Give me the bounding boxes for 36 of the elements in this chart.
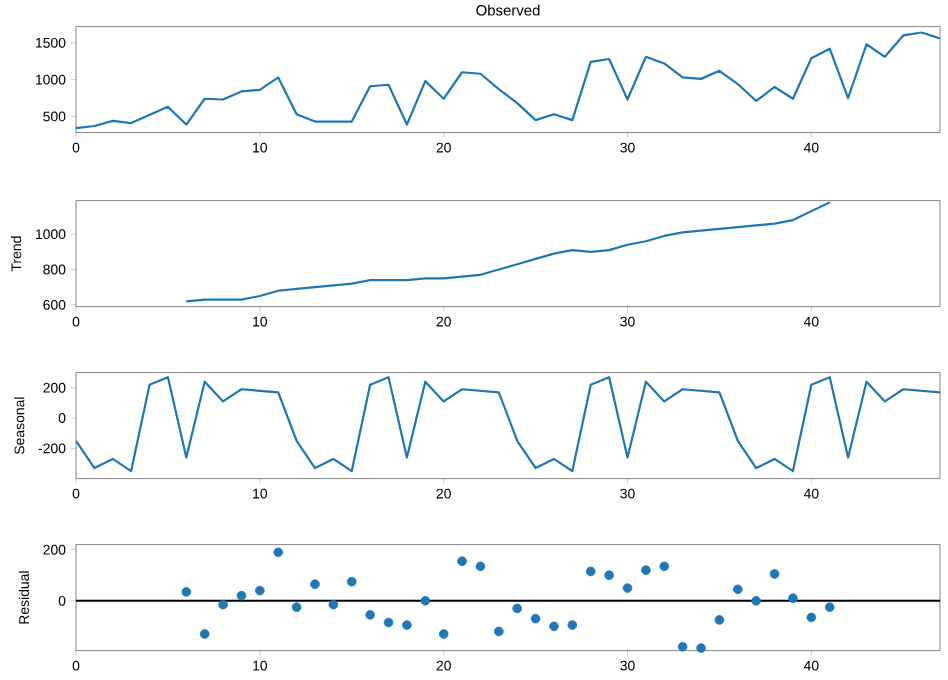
point: [751, 595, 761, 606]
point: [328, 599, 339, 610]
point: [199, 628, 210, 639]
point: [604, 570, 614, 580]
point: [383, 617, 394, 628]
point: [402, 619, 412, 630]
point: [181, 586, 192, 597]
point: [549, 621, 559, 631]
point: [530, 613, 541, 624]
point: [218, 599, 228, 610]
point: [696, 642, 706, 653]
point: [291, 602, 302, 612]
point: [512, 603, 522, 613]
point: [677, 641, 688, 652]
point: [273, 547, 284, 557]
point: [438, 628, 449, 639]
point: [788, 593, 798, 603]
point: [567, 619, 578, 630]
point: [622, 582, 633, 593]
point: [659, 561, 670, 571]
point: [457, 556, 467, 566]
point: [641, 565, 651, 575]
point: [585, 566, 596, 576]
point: [824, 602, 835, 612]
point: [255, 585, 265, 596]
point: [806, 612, 817, 622]
point: [769, 568, 780, 579]
point: [236, 590, 247, 601]
point: [494, 626, 504, 636]
point: [346, 576, 357, 587]
point: [310, 579, 320, 589]
point: [714, 614, 725, 625]
point: [475, 561, 486, 571]
point: [420, 595, 431, 606]
point: [365, 609, 375, 620]
point: [733, 584, 743, 594]
